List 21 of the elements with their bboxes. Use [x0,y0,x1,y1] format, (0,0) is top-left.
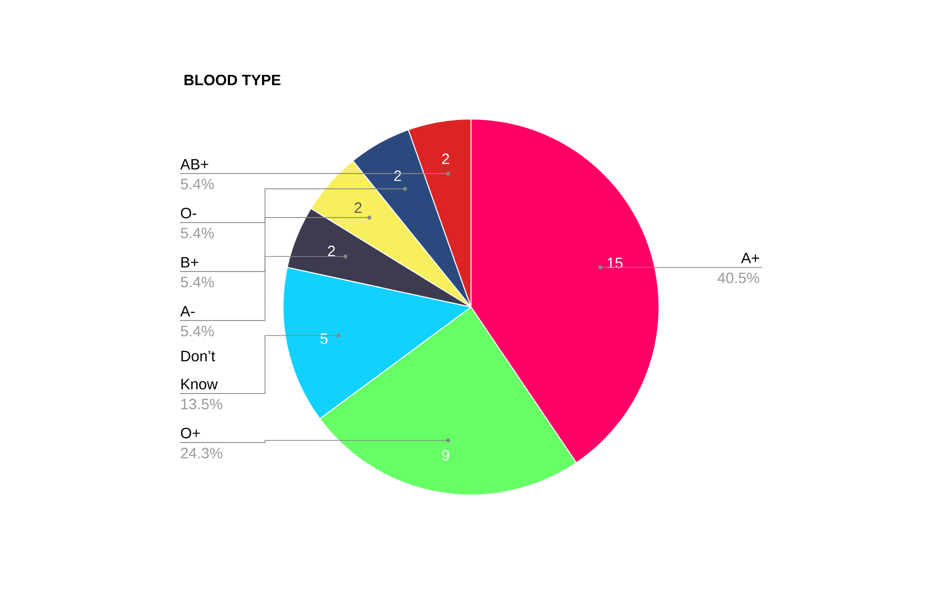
slice-label: A+ [741,252,760,264]
text: 24.3% [180,448,222,458]
text: 5.4% [180,178,214,190]
text: 5.4% [180,228,214,238]
chart-title: BLOOD TYPE [184,74,280,86]
data-label: 2 [328,246,335,256]
slice-label: O- [180,208,196,218]
data-label: 2 [394,170,402,181]
slice-label: A- [180,306,195,316]
data-label: 5 [320,333,328,344]
slice-label: Don’t Know [181,350,218,390]
text: 40.5% [718,272,760,284]
slice-label: O+ [180,428,200,438]
text: 5.4% [180,326,214,336]
slice-label: B+ [181,257,198,268]
slice-label: AB+ [180,159,208,170]
data-label: 2 [442,154,450,164]
data-label: 9 [442,450,450,461]
text: 13.5% [181,398,222,410]
text: 5.4% [180,276,214,288]
data-label: 2 [354,202,362,213]
